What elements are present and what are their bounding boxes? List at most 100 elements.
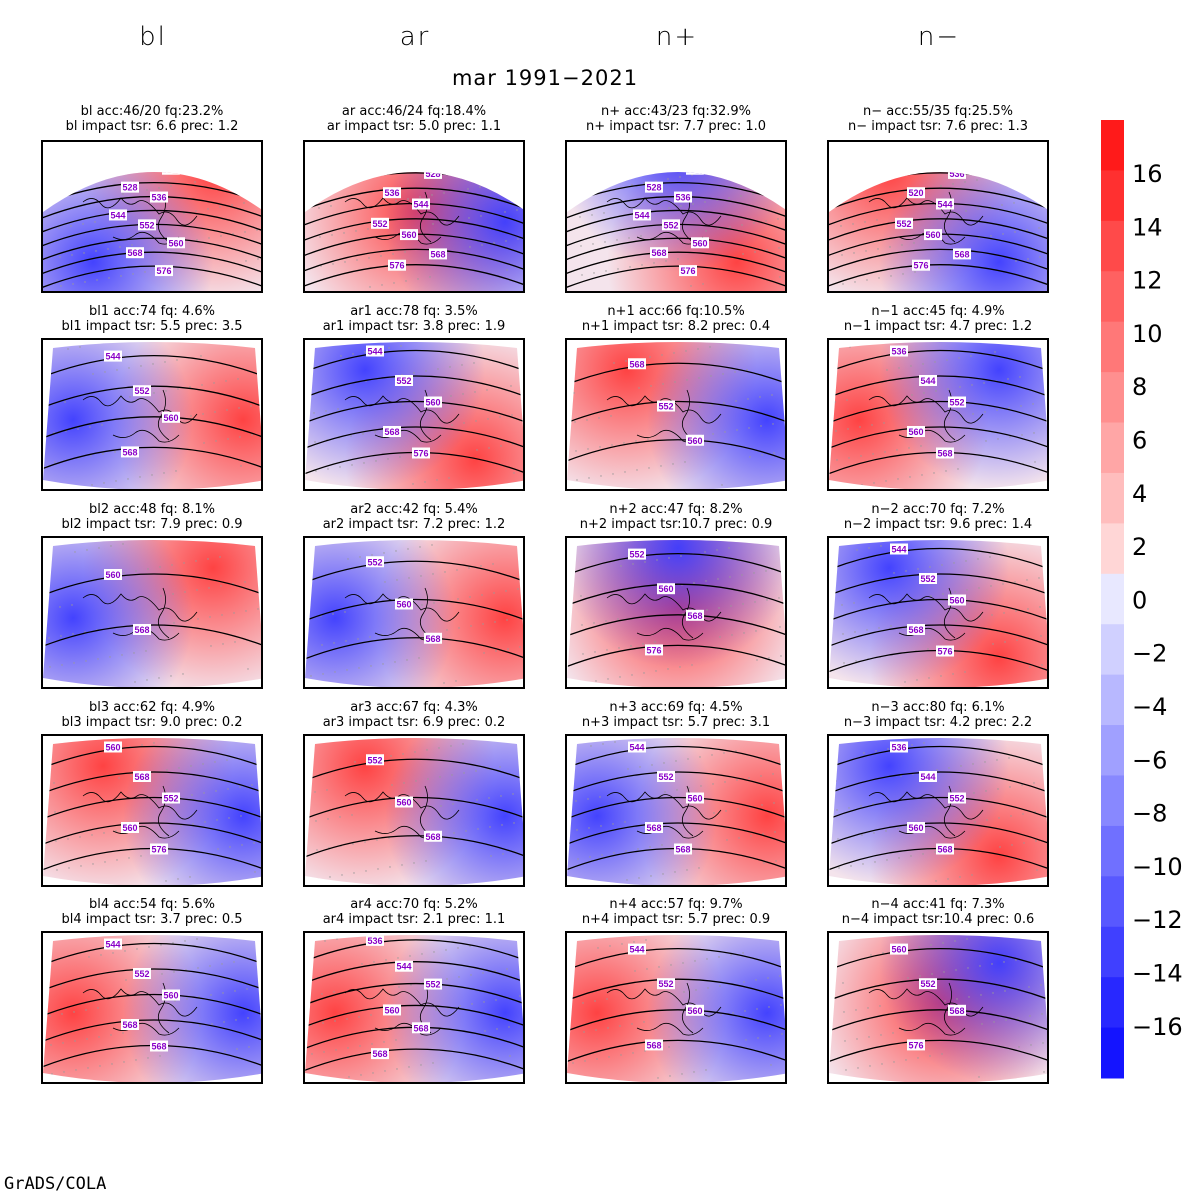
stipple-dot [1042, 1042, 1044, 1044]
stipple-dot [778, 597, 780, 599]
geopotential-contour [305, 248, 523, 276]
contour-label: 552 [396, 376, 411, 386]
stipple-dot [1023, 842, 1025, 844]
stipple-dot [369, 636, 371, 638]
stipple-dot [231, 204, 233, 206]
stipple-dot [95, 250, 97, 252]
stipple-dot [147, 1057, 149, 1059]
stipple-dot [680, 205, 682, 207]
stipple-dot [630, 645, 632, 647]
panel-stats-line: n+ acc:43/23 fq:32.9% [600, 104, 751, 119]
stipple-dot [449, 366, 451, 368]
contour-label-background [953, 248, 971, 260]
panel-title-n-2: n−2 acc:70 fq: 7.2% n−2 impact tsr: 9.6 p… [807, 502, 1069, 532]
stipple-dot [994, 351, 996, 353]
stipple-dot [173, 622, 175, 624]
stipple-dot [680, 555, 682, 557]
stipple-dot [870, 954, 872, 956]
stipple-dot [359, 1045, 361, 1047]
stipple-dot [226, 759, 228, 761]
stipple-dot [353, 872, 355, 874]
stipple-dot [116, 859, 118, 861]
stipple-dot [194, 181, 196, 183]
stipple-dot [977, 558, 979, 560]
stipple-dot [1015, 260, 1017, 262]
stipple-dot [311, 1053, 313, 1055]
stipple-dot [410, 984, 412, 986]
stipple-dot [214, 411, 216, 413]
stipple-dot [145, 650, 147, 652]
stipple-dot [698, 377, 700, 379]
stipple-dot [905, 570, 907, 572]
stipple-dot [220, 235, 222, 237]
stipple-dot [576, 479, 578, 481]
stipple-dot [874, 861, 876, 863]
stipple-dot [589, 856, 591, 858]
stipple-dot [620, 1054, 622, 1056]
contour-label-background [150, 843, 168, 855]
stipple-dot [68, 867, 70, 869]
map-panel-ar: 512 520 528 536 544 552 560 568 576 [303, 140, 525, 293]
panel-title-bl4: bl4 acc:54 fq: 5.6% bl4 impact tsr: 3.7 p… [21, 897, 283, 927]
contour-label: 568 [687, 611, 702, 621]
stipple-dot [351, 464, 353, 466]
contour-label: 568 [372, 1049, 387, 1059]
stipple-dot [774, 831, 776, 833]
stipple-dot [488, 447, 490, 449]
stipple-dot [314, 441, 316, 443]
stipple-dot [140, 855, 142, 857]
stipple-dot [725, 810, 727, 812]
stipple-dot [469, 246, 471, 248]
stipple-dot [435, 1009, 437, 1011]
contour-label-background [645, 822, 663, 833]
contour-label: 536 [384, 188, 399, 198]
stipple-dot [1028, 986, 1030, 988]
stipple-dot [600, 825, 602, 827]
contour-label-background [890, 741, 908, 753]
stipple-dot [159, 1055, 161, 1057]
stipple-dot [929, 566, 931, 568]
contour-label-background [907, 187, 925, 199]
stipple-dot [455, 680, 457, 682]
stipple-dot [493, 242, 495, 244]
stipple-dot [122, 193, 124, 195]
stipple-dot [384, 1070, 386, 1072]
stipple-dot [1021, 434, 1023, 436]
panel-stats-line: n− acc:55/35 fq:25.5% [862, 104, 1013, 119]
contour-label-background [429, 248, 447, 260]
stipple-dot [619, 676, 621, 678]
contour-label-background [657, 978, 675, 990]
colorbar-tick-label: 0 [1132, 586, 1147, 614]
stipple-dot [762, 833, 764, 835]
stipple-dot [878, 627, 880, 629]
stipple-dot [712, 783, 714, 785]
contour-label-background [121, 446, 139, 458]
cold-anomaly-shading [829, 172, 1047, 291]
geopotential-contour [567, 745, 785, 773]
stipple-dot [99, 1065, 101, 1067]
stipple-dot [208, 587, 210, 589]
stipple-dot [686, 869, 688, 871]
stipple-dot [213, 382, 215, 384]
colorbar-tick-label: 8 [1132, 373, 1147, 401]
stipple-dot [385, 959, 387, 961]
contour-label-background [674, 843, 692, 855]
contour-label: 504 [105, 142, 120, 147]
contour-label: 560 [105, 570, 120, 580]
map-panel-n-2: 544 552 560 568 576 [827, 536, 1049, 689]
contour-label: 560 [687, 794, 702, 804]
stipple-dot [684, 461, 686, 463]
cold-anomaly-shading [829, 342, 1047, 489]
panel-title-n-4: n−4 acc:41 fq: 7.3% n−4 impact tsr:10.4 p… [807, 897, 1069, 927]
stipple-dot [977, 208, 979, 210]
geopotential-contour [43, 446, 261, 474]
stipple-dot [971, 384, 973, 386]
stipple-dot [483, 1001, 485, 1003]
stipple-dot [776, 189, 778, 191]
geopotential-contour [567, 142, 787, 166]
stipple-dot [482, 972, 484, 974]
stipple-dot [718, 956, 720, 958]
stipple-dot [727, 168, 728, 169]
stipple-dot [974, 821, 976, 823]
geopotential-contour [829, 1009, 1047, 1036]
